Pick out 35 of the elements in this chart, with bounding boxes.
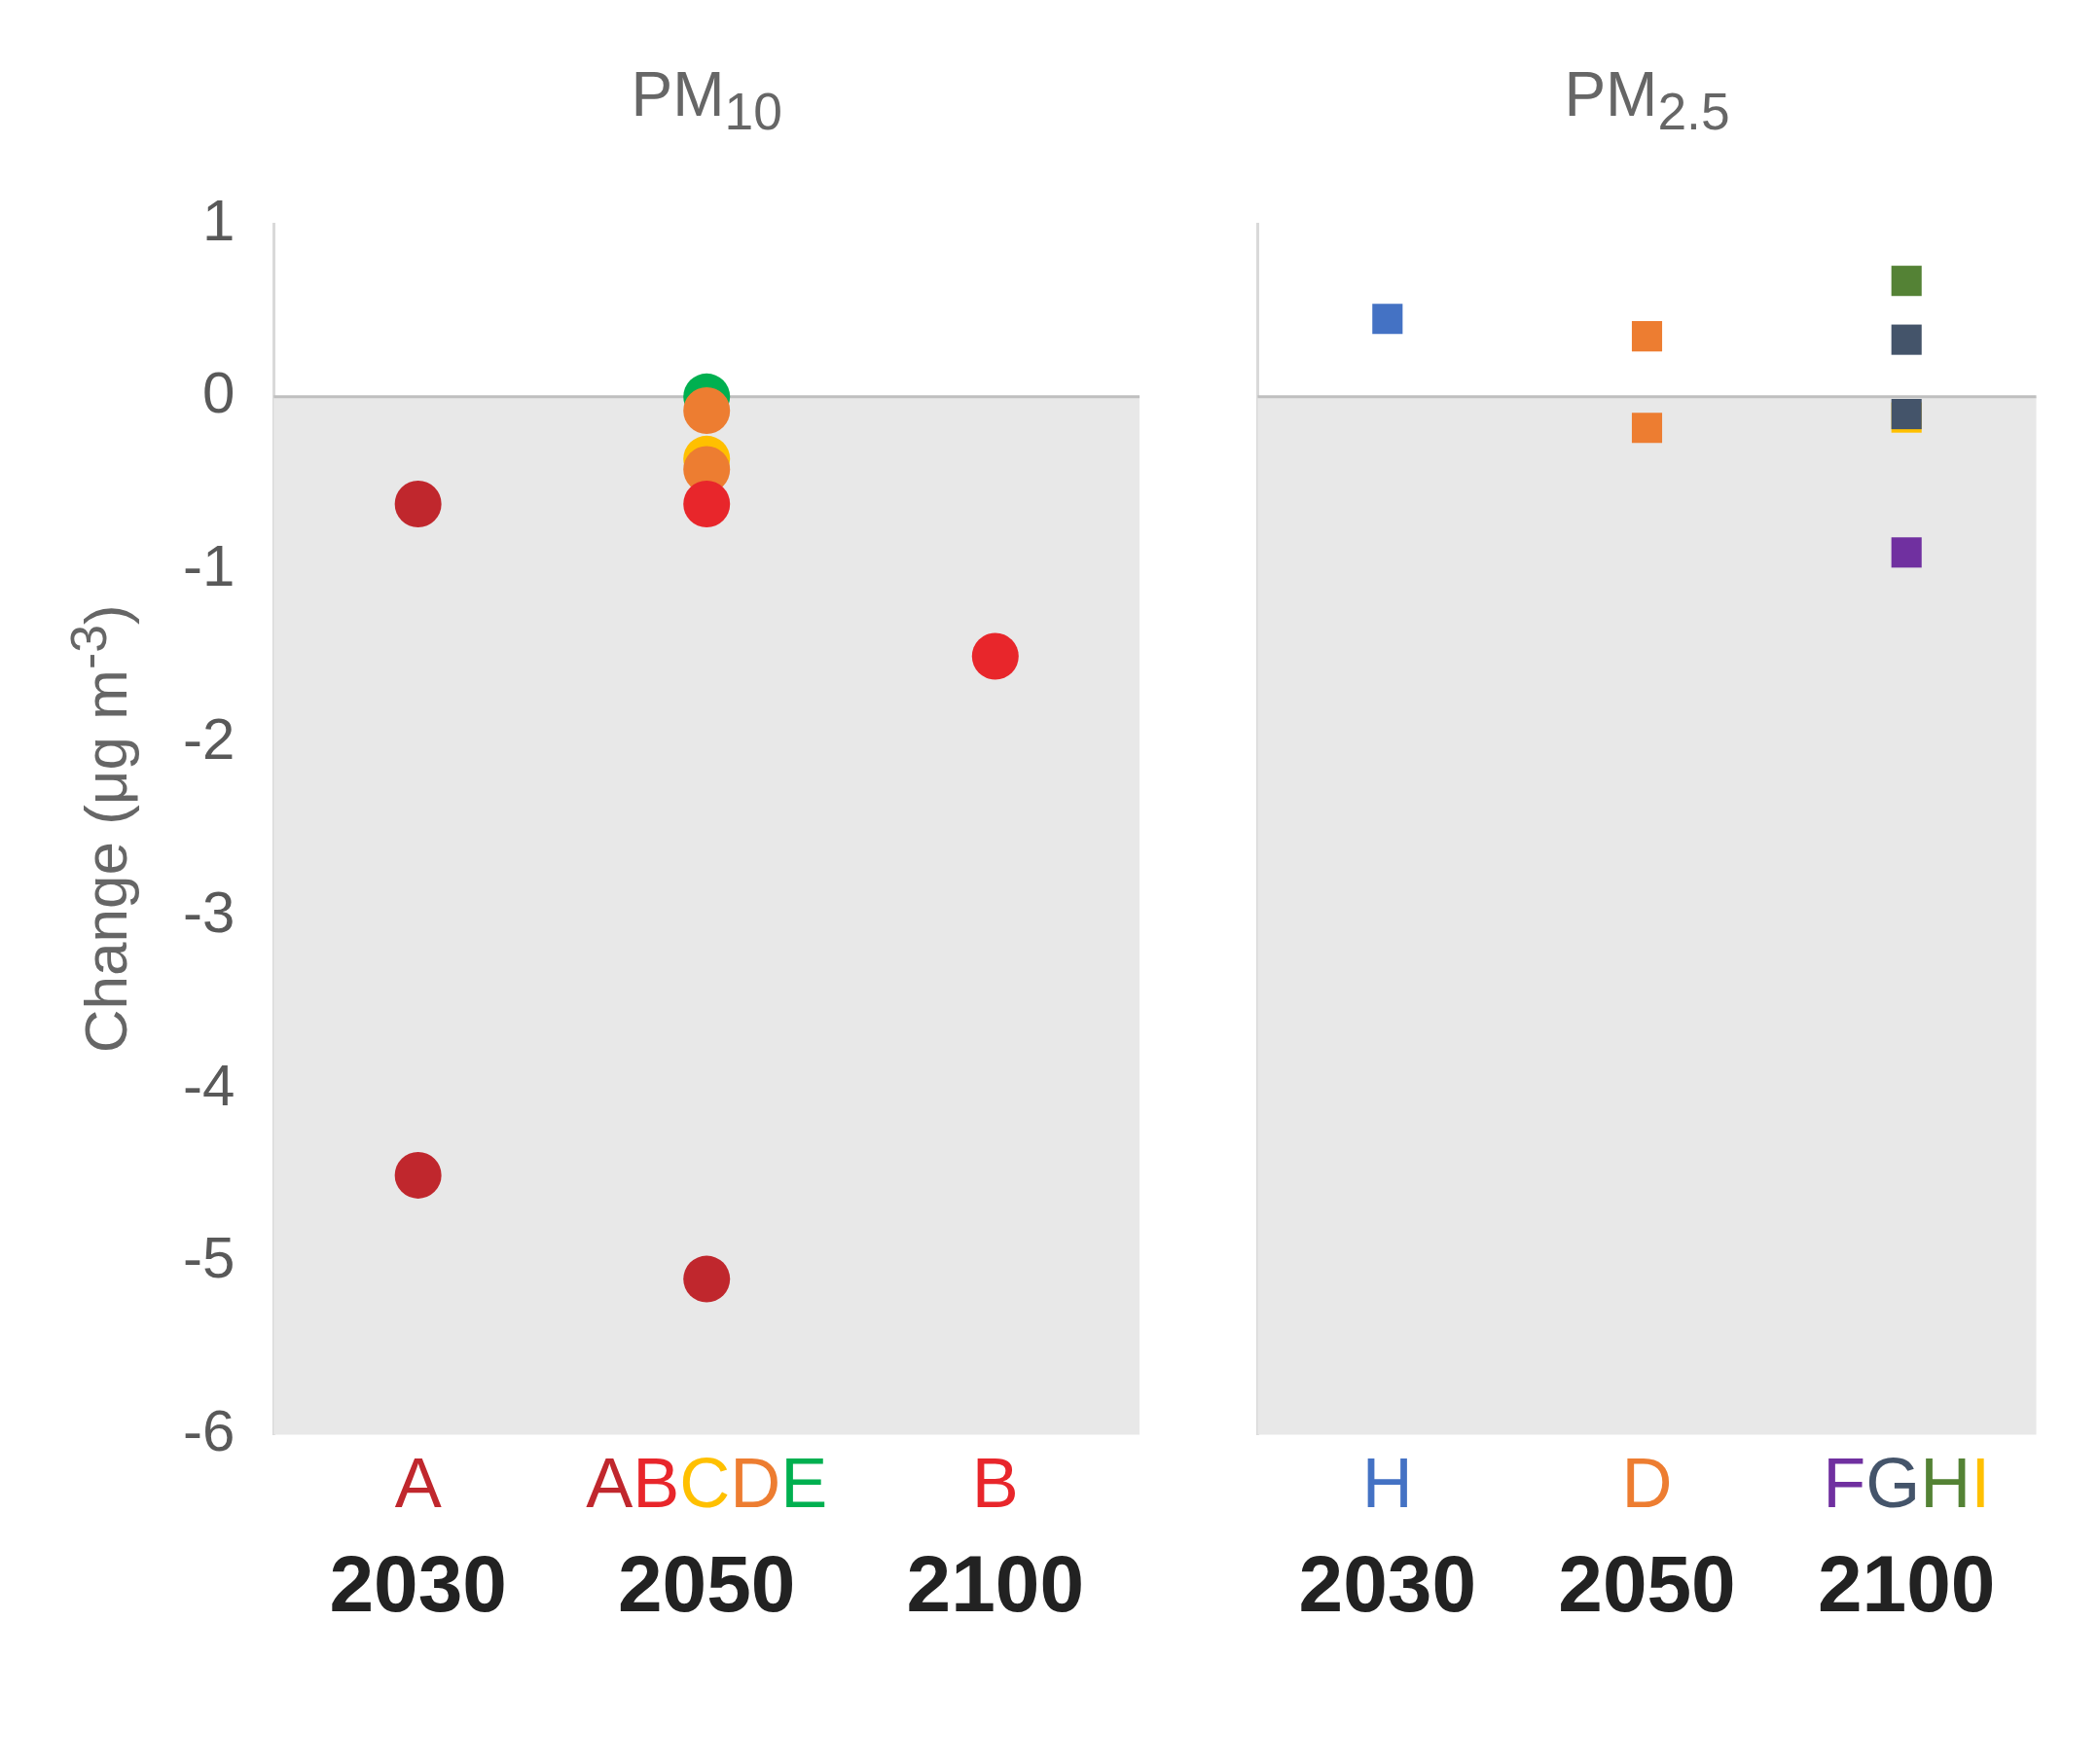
chart-title: PM$_{2.5}$ — [1563, 58, 1731, 141]
text: D — [730, 1444, 781, 1523]
text: H — [1361, 1444, 1413, 1523]
y-tick-label: -6 — [182, 1398, 235, 1464]
point — [1891, 537, 1922, 568]
y-tick-label: 1 — [201, 187, 235, 253]
text: I — [1971, 1444, 1991, 1523]
text: G — [1865, 1444, 1921, 1523]
point — [1891, 324, 1922, 355]
y-tick-label: 0 — [201, 360, 235, 426]
point — [1891, 266, 1922, 297]
text: E — [780, 1444, 828, 1523]
x-tick-label: 2030 — [1298, 1539, 1477, 1629]
text: D — [1621, 1444, 1673, 1523]
y-tick-label: -3 — [182, 879, 235, 945]
point — [1372, 304, 1403, 335]
x-tick-label: 2100 — [906, 1539, 1084, 1629]
point — [1631, 321, 1663, 352]
x-tick-label: 2030 — [329, 1539, 507, 1629]
text: H — [1920, 1444, 1972, 1523]
x-tick-label: 2050 — [1558, 1539, 1736, 1629]
point — [1631, 413, 1663, 444]
y-tick-label: -1 — [182, 533, 235, 599]
text: F — [1823, 1444, 1866, 1523]
text: A — [586, 1444, 633, 1523]
text: C — [679, 1444, 731, 1523]
text: A — [394, 1444, 442, 1523]
y-tick-label: -4 — [182, 1052, 235, 1118]
text: B — [971, 1444, 1019, 1523]
chart-title: PM$_{10}$ — [630, 58, 783, 141]
y-tick-label: -2 — [182, 705, 235, 772]
y-tick-label: -5 — [182, 1225, 235, 1291]
x-tick-label: 2100 — [1817, 1539, 1996, 1629]
text: B — [633, 1444, 680, 1523]
x-tick-label: 2050 — [618, 1539, 796, 1629]
